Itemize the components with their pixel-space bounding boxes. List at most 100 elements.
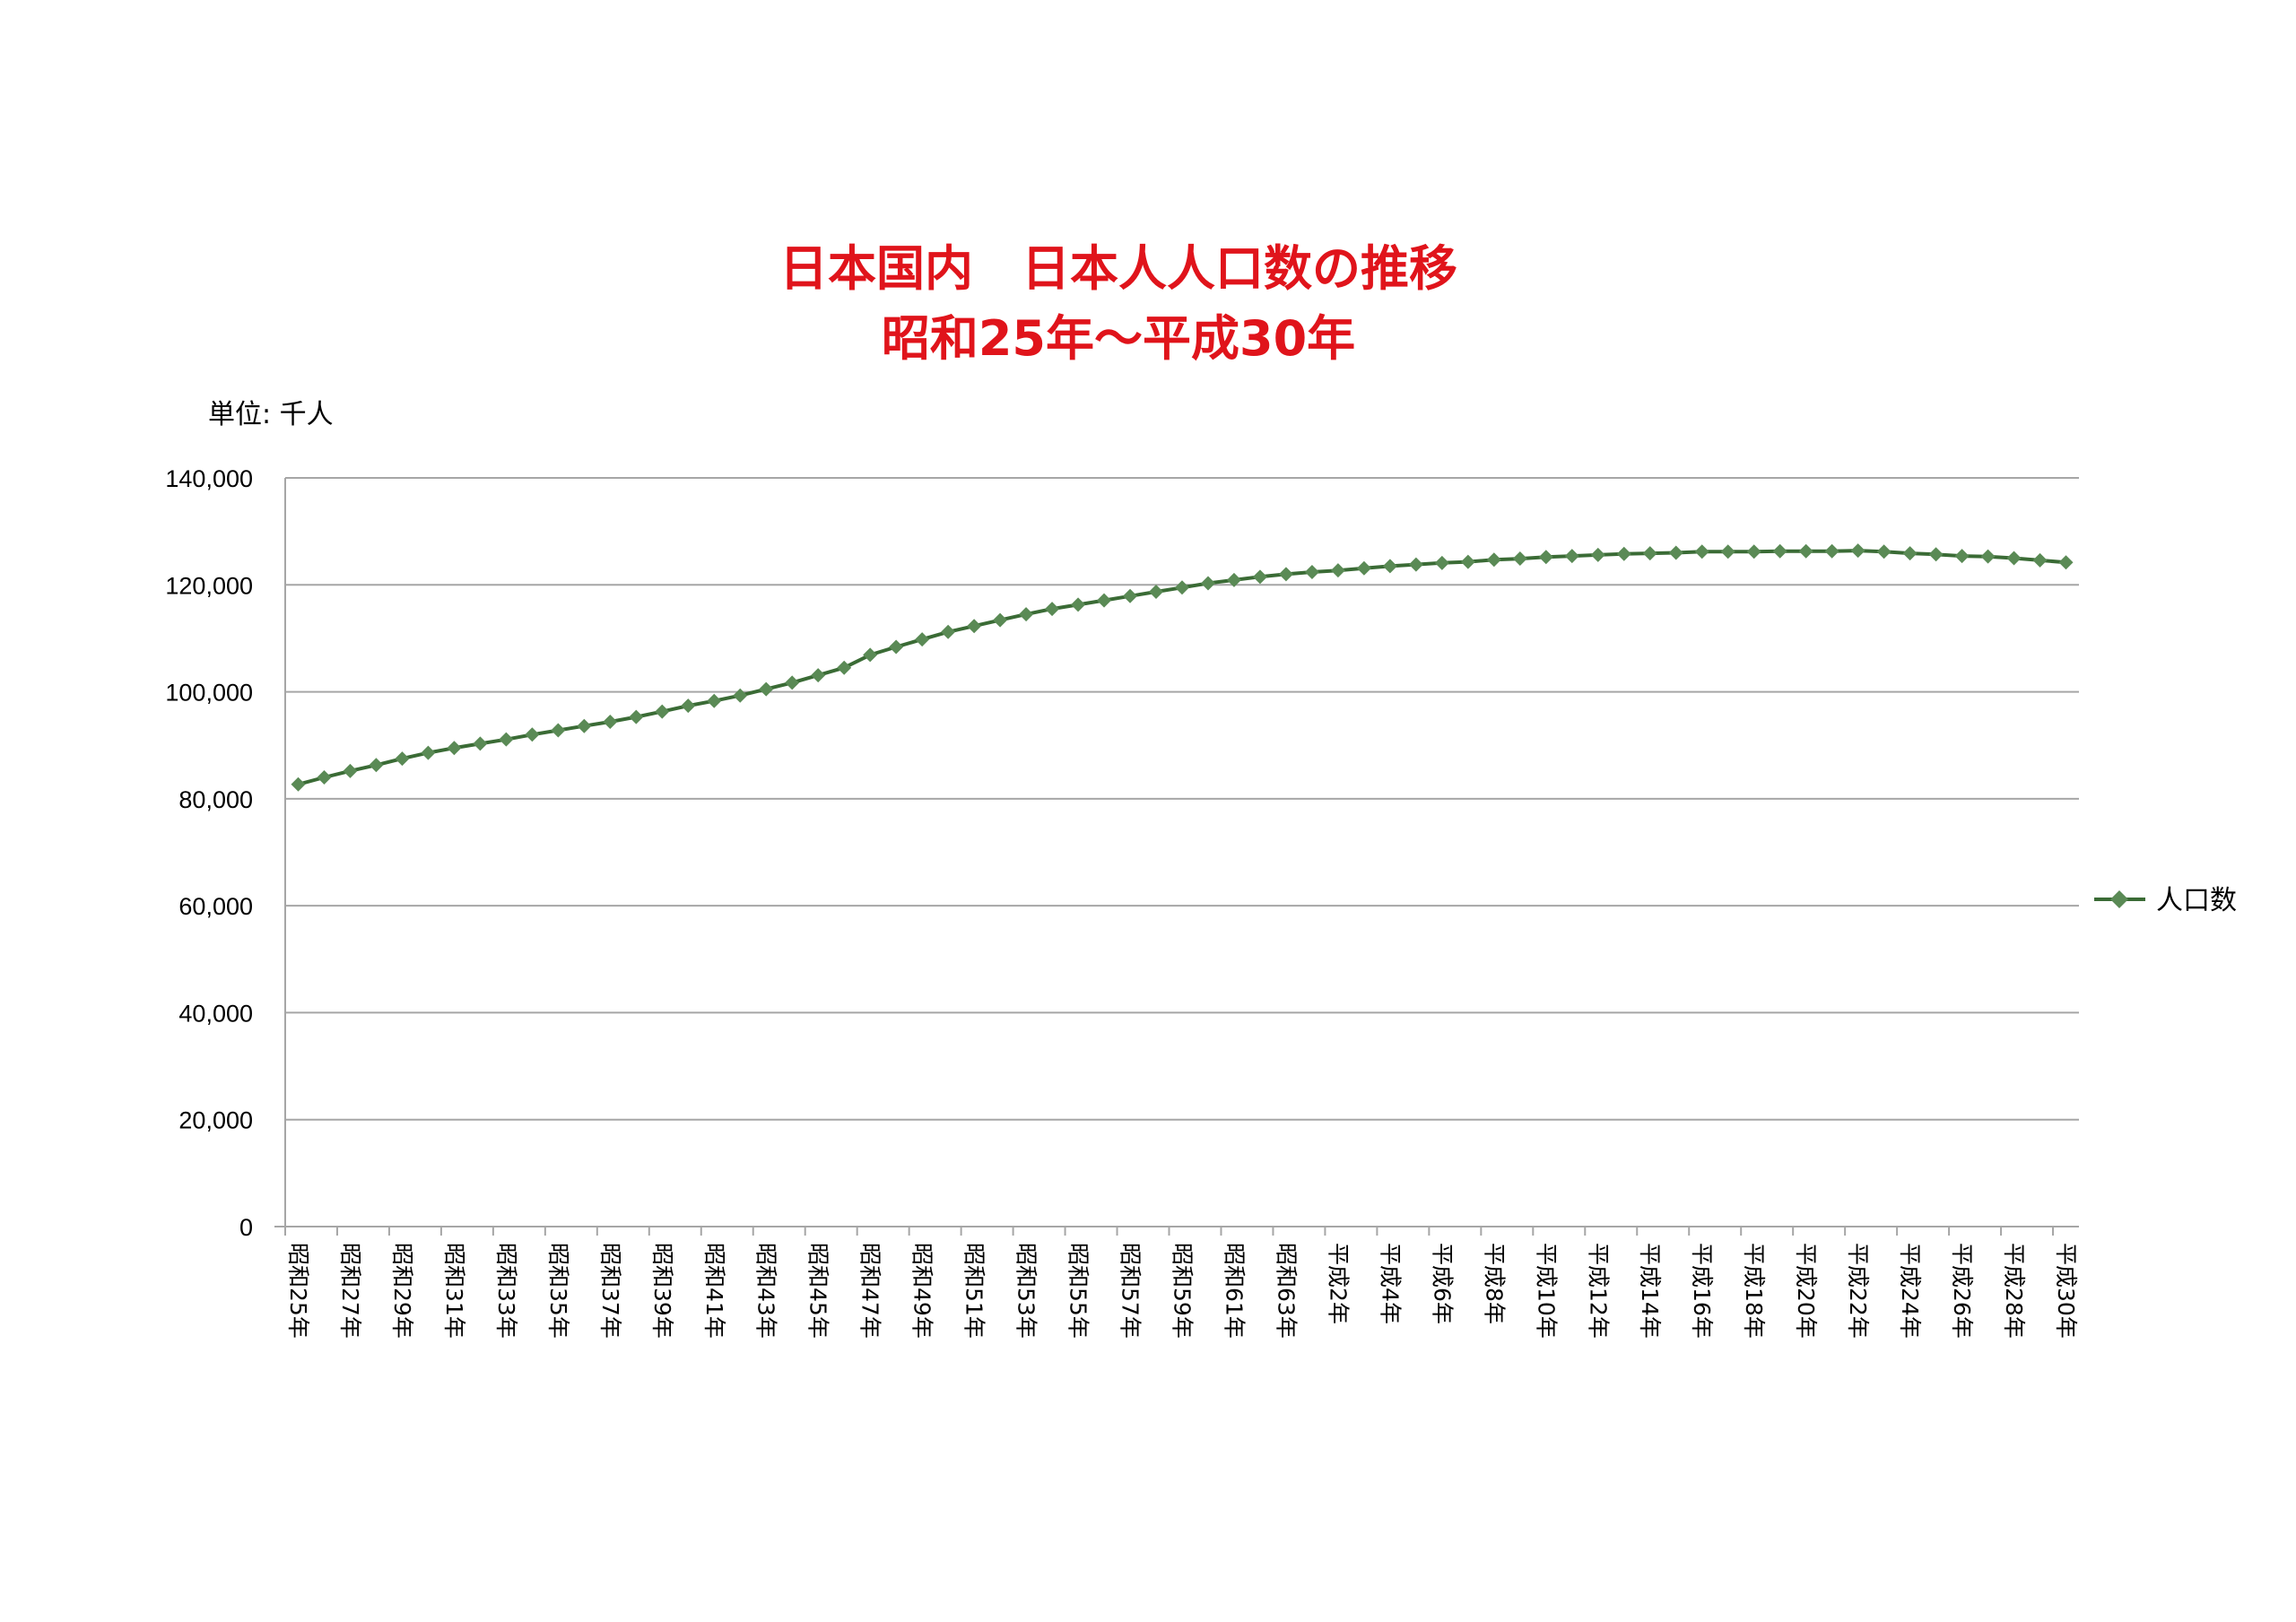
gridlines <box>285 477 2079 1121</box>
legend-label: 人口数 <box>2156 885 2237 916</box>
data-point <box>1590 547 1605 562</box>
y-tick-label: 140,000 <box>165 465 253 492</box>
x-tick-label: 平成30年 <box>2053 1243 2079 1339</box>
data-point <box>1097 593 1112 608</box>
data-point <box>1824 543 1839 559</box>
x-tick-label: 昭和47年 <box>857 1243 883 1339</box>
data-point <box>1642 546 1657 561</box>
x-tick-label: 平成2年 <box>1325 1243 1351 1324</box>
legend: 人口数 <box>2094 885 2237 916</box>
data-point <box>499 732 514 747</box>
data-point <box>369 758 384 773</box>
x-tick-label: 平成26年 <box>1949 1243 1975 1339</box>
x-tick-label: 平成16年 <box>1689 1243 1715 1339</box>
data-point <box>1746 544 1761 559</box>
legend-marker-swatch <box>2110 890 2128 908</box>
data-point <box>1850 543 1866 559</box>
data-point <box>993 612 1008 628</box>
axes <box>274 478 2079 1236</box>
data-point <box>1772 543 1787 559</box>
y-tick-label: 20,000 <box>178 1107 253 1134</box>
data-point <box>317 770 332 785</box>
y-axis-tick-labels: 0 20,000 40,000 60,000 80,000 100,000 120,000 1… <box>165 465 253 1241</box>
data-point <box>1902 546 1918 561</box>
x-tick-label: 昭和61年 <box>1221 1243 1247 1339</box>
data-point <box>395 751 410 767</box>
unit-label: 単位: 千人 <box>208 399 334 430</box>
data-point <box>681 698 696 714</box>
data-point <box>447 741 462 756</box>
data-point <box>759 681 774 697</box>
chart-title: 日本国内 日本人人口数の推移 <box>779 240 1457 297</box>
data-point <box>1954 549 1970 564</box>
data-point <box>1720 544 1735 559</box>
x-tick-label: 昭和49年 <box>909 1243 935 1339</box>
x-tick-label: 昭和37年 <box>597 1243 623 1339</box>
x-tick-label: 昭和27年 <box>337 1243 363 1339</box>
data-point <box>2006 551 2022 566</box>
data-point <box>1045 602 1060 617</box>
data-point <box>1564 549 1579 564</box>
data-point <box>837 660 852 675</box>
data-point <box>1538 550 1553 565</box>
data-point <box>941 624 956 639</box>
x-tick-label: 平成8年 <box>1481 1243 1507 1324</box>
data-point <box>1460 554 1475 569</box>
data-point <box>1252 569 1267 585</box>
x-tick-label: 昭和51年 <box>961 1243 987 1339</box>
data-point <box>707 693 722 708</box>
data-point <box>1434 555 1449 570</box>
data-point <box>1486 552 1501 568</box>
data-point <box>915 632 930 647</box>
x-tick-label: 昭和29年 <box>389 1243 415 1339</box>
data-point <box>343 763 358 778</box>
x-tick-label: 平成18年 <box>1741 1243 1767 1339</box>
data-point <box>1616 546 1631 561</box>
data-point <box>1798 543 1813 559</box>
data-point <box>1668 545 1683 560</box>
x-tick-label: 昭和39年 <box>649 1243 675 1339</box>
x-tick-label: 昭和63年 <box>1273 1243 1299 1339</box>
y-tick-label: 80,000 <box>178 786 253 813</box>
y-tick-label: 40,000 <box>178 1000 253 1027</box>
data-point <box>967 619 982 634</box>
data-point <box>1200 576 1215 591</box>
x-tick-label: 平成20年 <box>1793 1243 1819 1339</box>
data-point <box>2058 555 2074 570</box>
x-tick-label: 昭和53年 <box>1013 1243 1039 1339</box>
y-tick-label: 60,000 <box>178 893 253 920</box>
x-tick-label: 昭和31年 <box>441 1243 467 1339</box>
data-point <box>1175 580 1189 595</box>
data-point <box>889 639 904 655</box>
data-point <box>291 776 306 792</box>
x-tick-label: 平成24年 <box>1897 1243 1923 1339</box>
x-tick-label: 平成12年 <box>1585 1243 1611 1339</box>
data-point <box>733 688 748 703</box>
data-point <box>551 723 566 738</box>
x-tick-label: 昭和25年 <box>285 1243 311 1339</box>
x-tick-label: 平成4年 <box>1377 1243 1403 1324</box>
x-tick-label: 平成10年 <box>1533 1243 1559 1339</box>
data-point <box>1694 544 1709 559</box>
data-point <box>525 727 540 742</box>
x-tick-label: 昭和57年 <box>1118 1243 1144 1339</box>
x-axis-tick-labels: 昭和25年 昭和27年 昭和29年 昭和31年 昭和33年 昭和35年 昭和37年 昭和39年… <box>285 1243 2079 1339</box>
data-point <box>2032 552 2048 568</box>
data-point <box>603 714 618 729</box>
data-point <box>1382 559 1397 574</box>
y-tick-label: 120,000 <box>165 572 253 599</box>
y-tick-label: 100,000 <box>165 680 253 707</box>
x-tick-label: 昭和41年 <box>701 1243 727 1339</box>
x-tick-label: 昭和35年 <box>545 1243 571 1339</box>
x-tick-label: 平成28年 <box>2001 1243 2027 1339</box>
x-tick-label: 昭和59年 <box>1170 1243 1196 1339</box>
data-point <box>1512 551 1527 567</box>
data-point <box>811 668 826 683</box>
data-point <box>1876 544 1892 559</box>
data-point <box>1356 560 1371 576</box>
series-population <box>291 543 2074 792</box>
data-point <box>577 718 592 733</box>
x-tick-label: 昭和55年 <box>1065 1243 1091 1339</box>
data-point <box>1330 563 1345 578</box>
x-tick-label: 昭和45年 <box>805 1243 831 1339</box>
